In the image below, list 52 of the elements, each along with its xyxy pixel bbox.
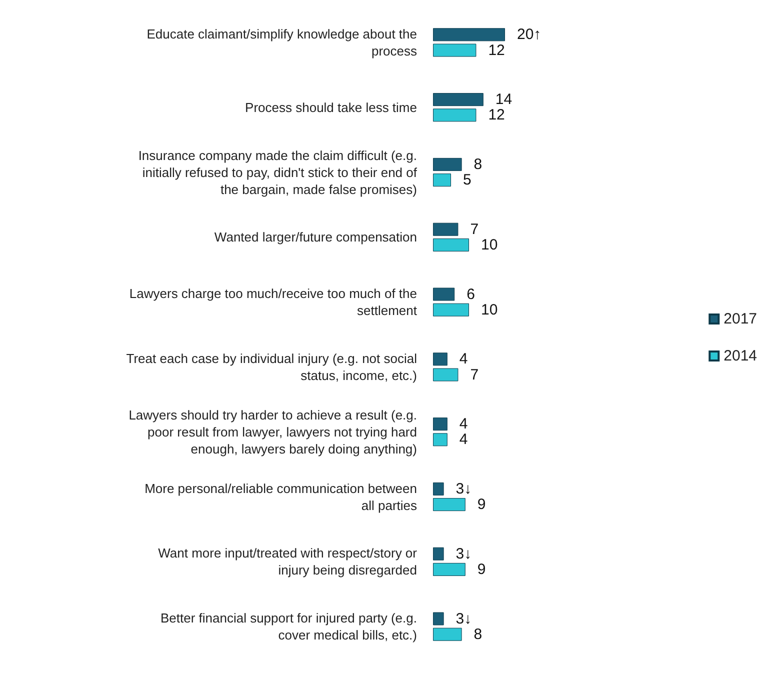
data-label: 3↓ xyxy=(456,610,472,628)
data-label: 12 xyxy=(488,106,505,124)
y-tick-label: Want more input/treated with respect/story or injury being disregarded xyxy=(158,546,418,578)
bar xyxy=(433,108,476,122)
y-tick-label: Better financial support for injured party (e.g. cover medical bills, etc.) xyxy=(160,610,417,643)
data-label: 12 xyxy=(488,42,505,59)
bar xyxy=(433,433,448,446)
data-label: 20↑ xyxy=(517,26,542,44)
bar xyxy=(433,482,444,496)
y-tick-label: Wanted larger/future compensation xyxy=(214,230,417,245)
data-label: 5 xyxy=(463,172,472,189)
bar xyxy=(433,222,458,236)
bar xyxy=(433,562,466,576)
bar xyxy=(433,612,444,626)
bar xyxy=(433,158,462,171)
data-label: 8 xyxy=(474,156,482,173)
y-tick-label: Treat each case by individual injury (e.g. not social status, income, etc.) xyxy=(126,350,418,383)
bar xyxy=(433,288,455,301)
data-label: 10 xyxy=(481,236,498,254)
y-tick-label: Process should take less time xyxy=(245,100,417,115)
bar xyxy=(433,174,451,187)
y-tick-label: Lawyers should try harder to achieve a result (e.g. poor result from lawyer, lawyers not trying hard enough, lawyers barely doing anything) xyxy=(128,407,417,456)
bar xyxy=(433,368,458,382)
data-label: 4 xyxy=(459,350,468,368)
data-label: 10 xyxy=(481,301,498,318)
bar xyxy=(433,303,469,316)
bar xyxy=(433,547,444,560)
bar xyxy=(433,628,462,641)
y-tick-label: Insurance company made the claim difficult (e.g. initially refused to pay, didn't stick to their end of the bargain, made false promises) xyxy=(138,148,418,197)
data-label: 9 xyxy=(477,496,486,514)
y-tick-label: Lawyers charge too much/receive too much of the settlement xyxy=(129,286,418,318)
data-label: 8 xyxy=(474,626,482,643)
bar xyxy=(433,418,448,431)
data-label: 7 xyxy=(470,366,479,384)
data-label: 6 xyxy=(466,286,475,303)
bar xyxy=(433,93,484,106)
bar xyxy=(433,28,505,42)
data-label: 14 xyxy=(495,91,512,108)
legend-label: 2014 xyxy=(724,348,758,364)
bar xyxy=(433,352,448,366)
data-label: 3↓ xyxy=(456,545,472,562)
legend-label: 2017 xyxy=(724,310,758,328)
y-tick-label: More personal/reliable communication between all parties xyxy=(144,480,418,513)
y-tick-label: Educate claimant/simplify knowledge about the process xyxy=(146,26,418,58)
data-label: 4 xyxy=(459,431,468,448)
bar xyxy=(433,498,466,512)
data-label: 3↓ xyxy=(456,480,472,498)
data-label: 4 xyxy=(459,416,468,433)
bar xyxy=(433,44,476,57)
data-label: 7 xyxy=(470,220,479,238)
data-label: 9 xyxy=(477,560,486,578)
bar xyxy=(433,238,469,252)
